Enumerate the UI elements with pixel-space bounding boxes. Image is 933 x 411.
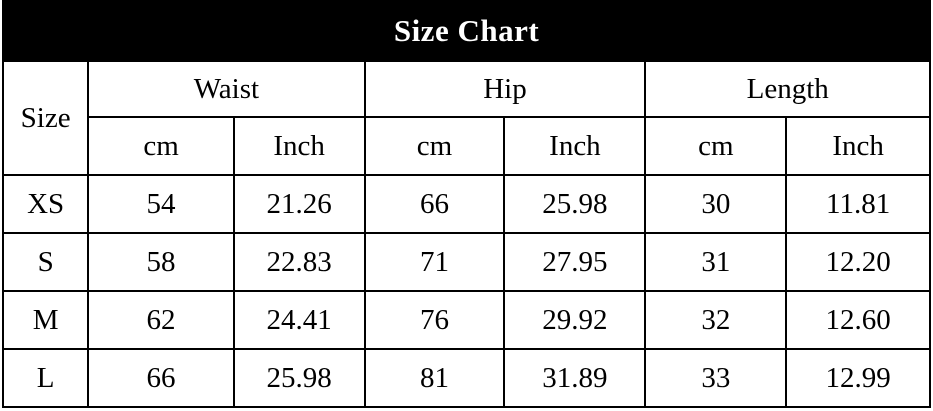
unit-header-waist-inch: Inch <box>232 116 366 176</box>
unit-header-row: cm Inch cm Inch cm Inch <box>3 116 931 176</box>
column-group-waist: Waist <box>87 60 366 118</box>
hip-inch-value: 27.95 <box>503 232 647 292</box>
group-header-row: Size Waist Hip Length <box>1 60 931 176</box>
hip-cm-value: 71 <box>363 232 506 292</box>
unit-header-length-inch: Inch <box>785 116 931 176</box>
page-title: Size Chart <box>2 0 931 62</box>
length-inch-value: 12.99 <box>785 348 931 408</box>
waist-cm-value: 66 <box>87 348 235 408</box>
length-cm-value: 32 <box>644 290 788 350</box>
unit-header-hip-inch: Inch <box>503 116 647 176</box>
waist-cm-value: 58 <box>87 232 235 292</box>
length-inch-value: 12.20 <box>785 232 931 292</box>
length-cm-value: 31 <box>644 232 788 292</box>
table-row-l: L 66 25.98 81 31.89 33 12.99 <box>1 348 931 408</box>
length-inch-value: 12.60 <box>785 290 931 350</box>
size-label: XS <box>1 174 90 234</box>
size-label: L <box>1 348 90 408</box>
waist-inch-value: 25.98 <box>232 348 366 408</box>
unit-header-hip-cm: cm <box>363 116 506 176</box>
length-inch-value: 11.81 <box>785 174 931 234</box>
waist-inch-value: 21.26 <box>232 174 366 234</box>
waist-inch-value: 24.41 <box>232 290 366 350</box>
column-group-length: Length <box>644 60 931 118</box>
table-row-xs: XS 54 21.26 66 25.98 30 11.81 <box>1 174 931 234</box>
length-cm-value: 30 <box>644 174 788 234</box>
unit-header-waist-cm: cm <box>87 116 235 176</box>
waist-inch-value: 22.83 <box>232 232 366 292</box>
hip-inch-value: 29.92 <box>503 290 647 350</box>
table-row-m: M 62 24.41 76 29.92 32 12.60 <box>1 290 931 350</box>
size-label: M <box>1 290 90 350</box>
column-group-hip: Hip <box>363 60 647 118</box>
hip-cm-value: 76 <box>363 290 506 350</box>
column-header-size: Size <box>1 60 90 176</box>
hip-cm-value: 81 <box>363 348 506 408</box>
waist-cm-value: 62 <box>87 290 235 350</box>
hip-cm-value: 66 <box>363 174 506 234</box>
waist-cm-value: 54 <box>87 174 235 234</box>
title-bar: Size Chart <box>2 0 931 62</box>
hip-inch-value: 25.98 <box>503 174 647 234</box>
hip-inch-value: 31.89 <box>503 348 647 408</box>
unit-header-length-cm: cm <box>644 116 788 176</box>
size-label: S <box>1 232 90 292</box>
length-cm-value: 33 <box>644 348 788 408</box>
table-row-s: S 58 22.83 71 27.95 31 12.20 <box>1 232 931 292</box>
